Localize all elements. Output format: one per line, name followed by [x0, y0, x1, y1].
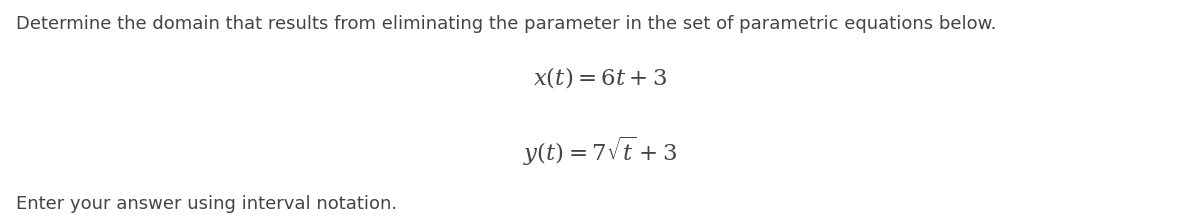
Text: $y(t) = 7\sqrt{t} + 3$: $y(t) = 7\sqrt{t} + 3$ [523, 135, 677, 168]
Text: $x(t) = 6t + 3$: $x(t) = 6t + 3$ [533, 65, 667, 90]
Text: Determine the domain that results from eliminating the parameter in the set of p: Determine the domain that results from e… [16, 15, 996, 33]
Text: Enter your answer using interval notation.: Enter your answer using interval notatio… [16, 195, 397, 213]
